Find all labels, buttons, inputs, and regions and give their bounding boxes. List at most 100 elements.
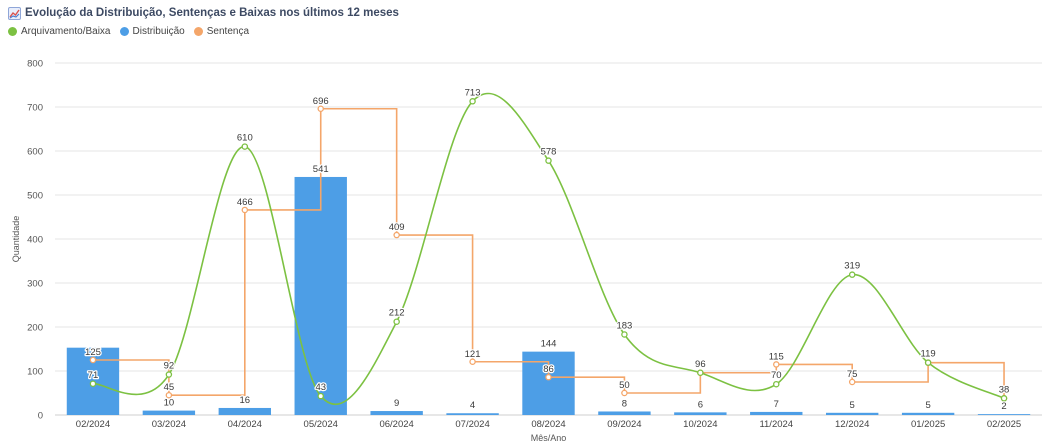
y-tick-label: 800 (27, 59, 43, 70)
y-tick-label: 300 (27, 279, 43, 290)
legend-label-sentenca: Sentença (206, 25, 250, 37)
arquivamento-point (165, 371, 173, 378)
distribuicao-bar (446, 413, 499, 415)
distribuicao-bar (825, 412, 879, 415)
arquivamento-point (1000, 395, 1008, 402)
sentenca-data-label: 409 (389, 222, 405, 233)
x-tick-label: 01/2025 (911, 419, 945, 430)
arquivamento-data-label: 578 (541, 147, 557, 158)
sentenca-point (848, 378, 856, 386)
sentenca-point (545, 373, 552, 381)
x-tick-label: 06/2024 (379, 419, 413, 430)
arquivamento-point (848, 271, 856, 278)
distribuicao-data-label: 8 (622, 398, 627, 409)
distribuicao-bar (370, 411, 423, 415)
legend-item-sentenca[interactable]: Sentença (193, 25, 250, 37)
y-tick-label: 0 (38, 411, 43, 422)
x-tick-label: 07/2024 (455, 419, 489, 430)
arquivamento-data-label: 70 (771, 370, 782, 381)
sentenca-point (317, 105, 324, 113)
legend-swatch-arquivamento (8, 26, 17, 36)
distribuicao-bar (750, 411, 803, 415)
arquivamento-point (469, 98, 476, 105)
arquivamento-smooth-line (92, 92, 1005, 405)
arquivamento-point (317, 392, 324, 400)
sentenca-point (89, 356, 97, 364)
arquivamento-data-label: 96 (695, 359, 706, 370)
arquivamento-point (697, 369, 704, 377)
sentenca-data-label: 115 (769, 351, 784, 362)
y-tick-label: 400 (27, 235, 43, 246)
x-tick-label: 08/2024 (531, 419, 565, 430)
arquivamento-data-label: 610 (237, 133, 253, 144)
arquivamento-point (924, 359, 932, 366)
distribuicao-data-label: 144 (541, 339, 557, 350)
sentenca-data-label: 696 (313, 96, 329, 107)
x-axis-title: Mês/Ano (531, 433, 567, 443)
distribuicao-bar (142, 410, 196, 415)
distribuicao-data-label: 5 (850, 400, 855, 411)
distribuicao-data-label: 541 (313, 164, 329, 175)
distribuicao-data-label: 7 (774, 399, 779, 410)
arquivamento-point (773, 380, 780, 388)
chart-legend: Arquivamento/Baixa Distribuição Sentença (8, 23, 258, 39)
distribuicao-data-label: 6 (698, 399, 703, 410)
sentenca-point (241, 206, 249, 214)
distribuicao-bar (674, 412, 727, 415)
x-tick-label: 05/2024 (304, 419, 338, 430)
arquivamento-point (241, 143, 249, 150)
x-tick-label: 02/2024 (76, 419, 110, 430)
arquivamento-data-label: 71 (88, 370, 99, 381)
legend-item-arquivamento[interactable]: Arquivamento/Baixa (8, 26, 111, 37)
sentenca-data-label: 45 (164, 382, 175, 393)
x-tick-label: 11/2024 (759, 419, 793, 430)
distribuicao-bar (901, 412, 955, 415)
arquivamento-data-label: 713 (465, 87, 481, 98)
sentenca-point (621, 389, 628, 397)
x-tick-label: 03/2024 (152, 419, 186, 430)
y-tick-label: 700 (27, 103, 43, 114)
legend-label-arquivamento: Arquivamento/Baixa (21, 25, 111, 37)
distribuicao-data-label: 4 (470, 400, 475, 411)
chart-title: Evolução da Distribuição, Sentenças e Ba… (25, 7, 399, 19)
x-tick-label: 04/2024 (228, 419, 262, 430)
y-axis-title: Quantidade (11, 216, 21, 263)
sentenca-data-label: 86 (543, 364, 554, 375)
legend-swatch-sentenca (193, 26, 203, 36)
arquivamento-data-label: 43 (315, 382, 326, 393)
arquivamento-data-label: 119 (921, 349, 936, 360)
arquivamento-point (89, 380, 97, 388)
y-tick-label: 500 (27, 191, 43, 202)
sentenca-data-label: 466 (237, 197, 253, 208)
legend-item-distribuicao[interactable]: Distribuição (119, 25, 185, 37)
arquivamento-point (393, 318, 400, 325)
legend-label-distribuicao: Distribuição (132, 25, 185, 37)
x-tick-label: 10/2024 (683, 419, 717, 430)
x-tick-label: 12/2024 (835, 419, 869, 430)
chart-title-row: Evolução da Distribuição, Sentenças e Ba… (8, 4, 399, 22)
sentenca-data-label: 75 (847, 369, 858, 380)
sentenca-point (773, 361, 780, 368)
x-tick-label: 09/2024 (607, 419, 641, 430)
sentenca-data-label: 50 (619, 380, 630, 391)
x-tick-label: 02/2025 (987, 419, 1021, 430)
y-tick-label: 100 (27, 367, 43, 378)
sentenca-data-label: 121 (465, 349, 481, 360)
arquivamento-point (621, 331, 628, 338)
arquivamento-data-label: 212 (389, 308, 405, 319)
legend-swatch-distribuicao (119, 26, 129, 36)
line-chart-icon (8, 6, 21, 20)
distribuicao-bar (218, 407, 272, 415)
distribuicao-data-label: 16 (240, 395, 251, 406)
arquivamento-point (545, 157, 552, 164)
distribuicao-bar (977, 414, 1031, 415)
arquivamento-data-label: 38 (999, 384, 1010, 395)
y-tick-label: 600 (27, 147, 43, 158)
distribuicao-bar (294, 176, 347, 415)
y-tick-label: 200 (27, 323, 43, 334)
sentenca-data-label: 125 (85, 347, 101, 358)
distribuicao-data-label: 5 (925, 400, 930, 411)
sentenca-point (165, 391, 173, 399)
arquivamento-data-label: 92 (164, 361, 175, 372)
